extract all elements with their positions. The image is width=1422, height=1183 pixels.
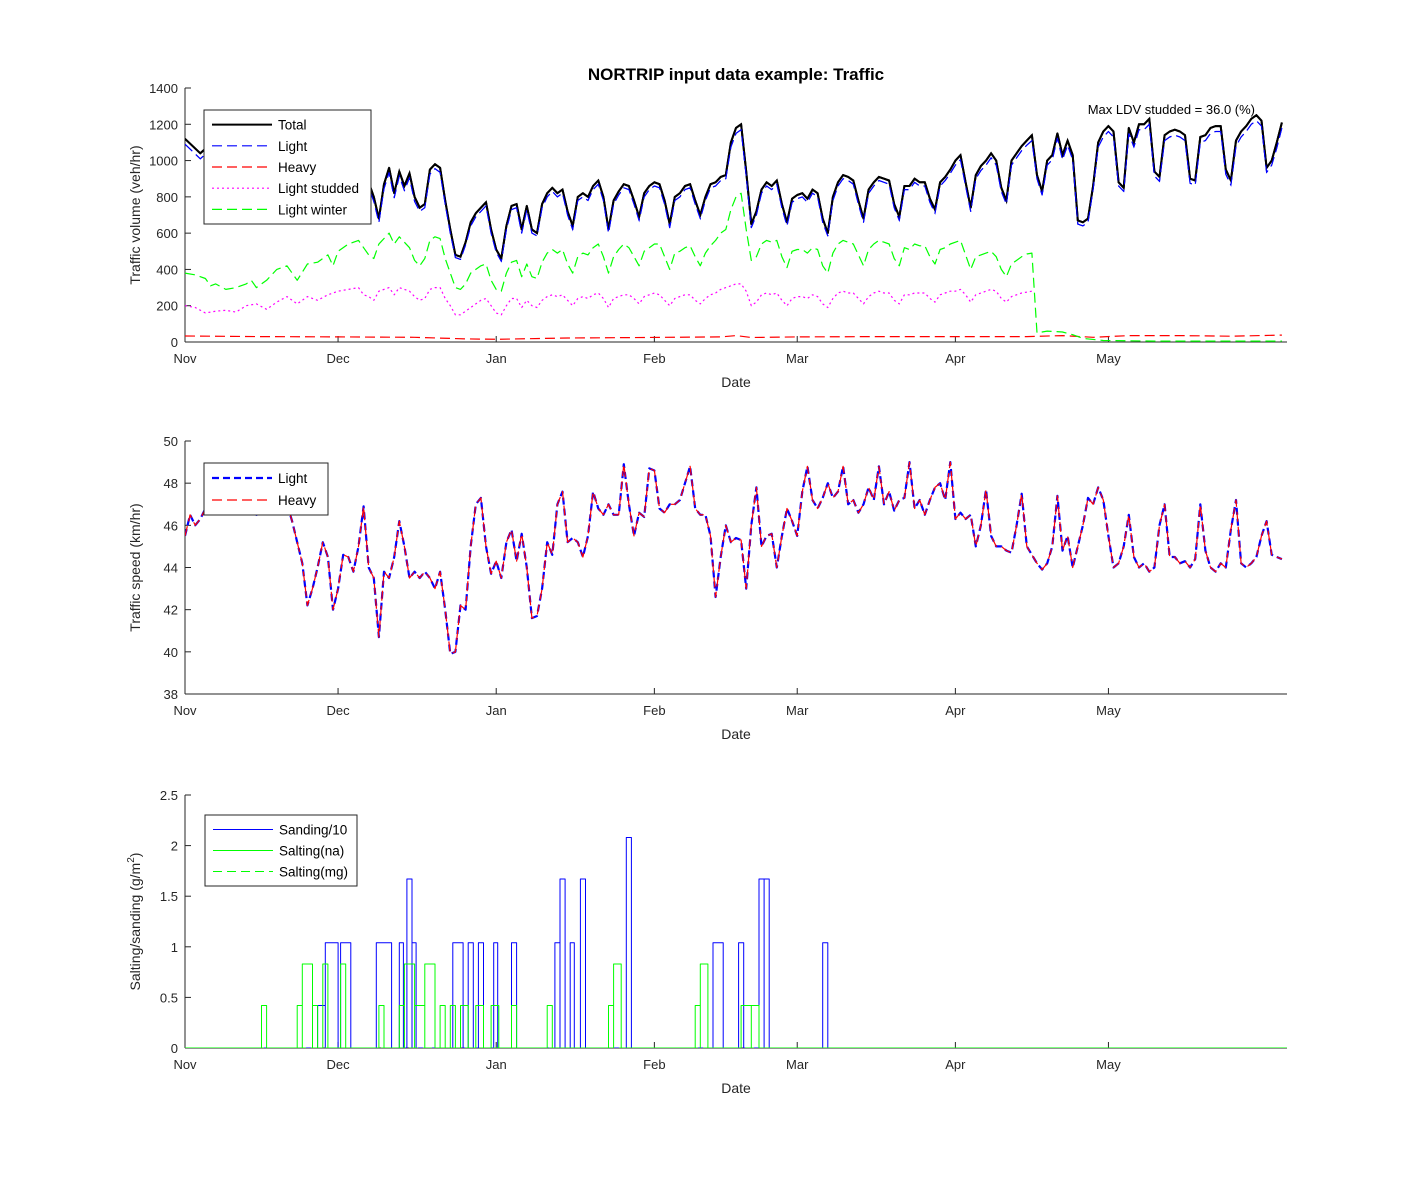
x-tick-label: Jan: [486, 703, 507, 718]
x-tick-label: Nov: [173, 351, 197, 366]
y-tick-label: 48: [164, 476, 178, 491]
y-tick-label: 800: [156, 190, 178, 205]
legend-label: Heavy: [278, 160, 317, 175]
annotation-text: Max LDV studded = 36.0 (%): [1088, 102, 1255, 117]
x-tick-label: Dec: [326, 703, 350, 718]
x-axis-label: Date: [721, 374, 751, 390]
y-tick-label: 1.5: [160, 889, 178, 904]
legend-label: Heavy: [278, 493, 317, 508]
y-tick-label: 1000: [149, 154, 178, 169]
panel-3: 0 0.5 1 1.5 2 2.5 Nov Dec Jan Feb Mar Apr May Date Sal…: [126, 788, 1287, 1096]
series-line-light-winter: [185, 192, 1282, 342]
legend-label: Light: [278, 139, 308, 154]
x-tick-label: Apr: [945, 703, 966, 718]
legend: Light Heavy: [203, 462, 329, 516]
x-tick-label: Feb: [643, 703, 665, 718]
x-tick-label: May: [1096, 703, 1121, 718]
x-tick-label: Apr: [945, 351, 966, 366]
legend-label: Salting(na): [279, 844, 344, 859]
legend-label: Sanding/10: [279, 823, 347, 838]
plot-area: [185, 837, 1287, 1048]
plot-area: [185, 113, 1283, 342]
y-axis-label: Traffic volume (veh/hr): [127, 145, 143, 284]
y-tick-label: 44: [164, 561, 178, 576]
y-axis-label: Salting/sanding (g/m2): [126, 853, 143, 991]
x-tick-label: Dec: [326, 1057, 350, 1072]
y-tick-label: 0.5: [160, 990, 178, 1005]
y-tick-label: 2: [171, 839, 178, 854]
x-tick-label: Mar: [786, 1057, 809, 1072]
x-tick-label: Feb: [643, 1057, 665, 1072]
y-axis-label: Traffic speed (km/hr): [127, 503, 143, 631]
y-tick-label: 50: [164, 434, 178, 449]
panel-1: 0 200 400 600 800 1000 1200 1400 Nov Dec Jan Feb Mar…: [127, 81, 1287, 390]
panel-2: 38 40 42 44 46 48 50 Nov Dec Jan Feb Mar Apr May Date T…: [127, 434, 1287, 742]
y-tick-label: 600: [156, 226, 178, 241]
x-axis-label: Date: [721, 726, 751, 742]
legend: Total Light Heavy Light studded Light winter: [203, 109, 372, 225]
figure-title: NORTRIP input data example: Traffic: [588, 65, 884, 84]
y-tick-label: 1200: [149, 117, 178, 132]
y-tick-label: 1: [171, 940, 178, 955]
y-tick-label: 200: [156, 299, 178, 314]
x-tick-label: May: [1096, 351, 1121, 366]
y-tick-label: 42: [164, 603, 178, 618]
legend-label: Total: [278, 118, 307, 133]
x-tick-label: Jan: [486, 1057, 507, 1072]
legend-label: Light: [278, 471, 308, 486]
legend-label: Salting(mg): [279, 865, 348, 880]
x-tick-label: Jan: [486, 351, 507, 366]
x-tick-label: May: [1096, 1057, 1121, 1072]
series-line-light: [185, 461, 1283, 655]
series-line-salting-na-: [185, 963, 1287, 1048]
series-line-sanding-10: [185, 837, 1287, 1048]
y-tick-label: 2.5: [160, 788, 178, 803]
series-line-light-top: [185, 120, 1283, 263]
y-tick-label: 0: [171, 335, 178, 350]
x-tick-label: Mar: [786, 703, 809, 718]
x-axis-label: Date: [721, 1080, 751, 1096]
legend: Sanding/10 Salting(na) Salting(mg): [204, 814, 358, 887]
x-tick-label: Feb: [643, 351, 665, 366]
series-line-heavy: [185, 461, 1283, 655]
legend-label: Light winter: [278, 202, 348, 217]
y-tick-label: 400: [156, 262, 178, 277]
y-tick-label: 46: [164, 518, 178, 533]
x-tick-label: Dec: [326, 351, 350, 366]
y-tick-label: 1400: [149, 81, 178, 96]
x-tick-label: Apr: [945, 1057, 966, 1072]
series-line-total-top: [185, 113, 1283, 262]
y-tick-label: 40: [164, 645, 178, 660]
series-line-heavy: [185, 334, 1282, 340]
x-tick-label: Nov: [173, 1057, 197, 1072]
plot-area: [185, 461, 1283, 655]
x-tick-label: Mar: [786, 351, 809, 366]
x-tick-label: Nov: [173, 703, 197, 718]
y-tick-label: 38: [164, 687, 178, 702]
series-line-light-studded: [185, 283, 1033, 316]
y-tick-label: 0: [171, 1041, 178, 1056]
legend-box: [203, 462, 329, 516]
legend-label: Light studded: [278, 181, 359, 196]
